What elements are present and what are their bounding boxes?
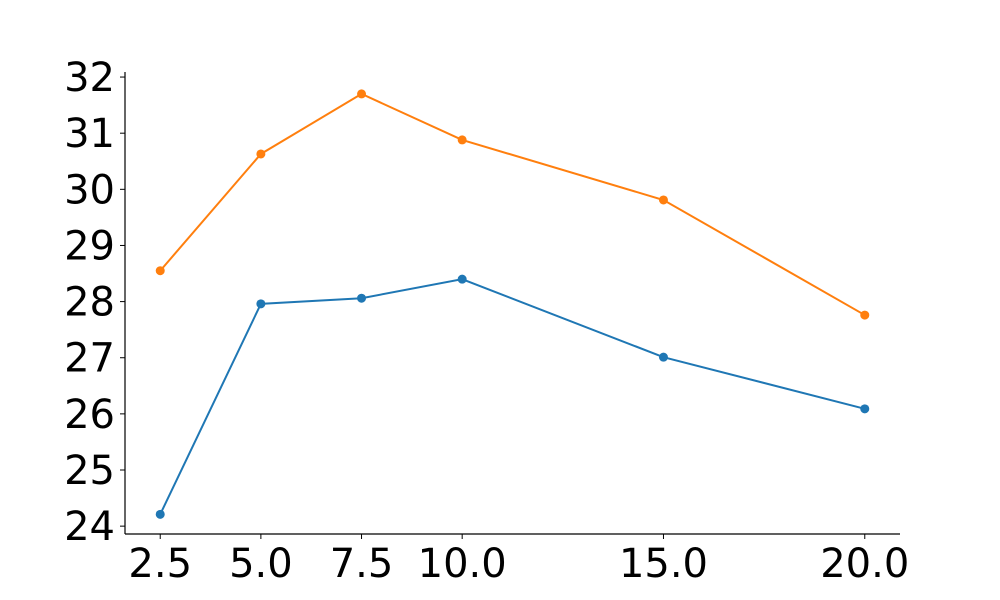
data-point <box>256 299 266 309</box>
x-tick-label: 10.0 <box>418 541 507 587</box>
y-tick-label: 26 <box>64 392 115 438</box>
y-tick-label: 31 <box>64 111 115 157</box>
data-point <box>256 149 266 159</box>
x-tick-label: 15.0 <box>619 541 708 587</box>
data-point <box>457 274 467 284</box>
data-point <box>457 135 467 145</box>
y-tick-label: 28 <box>64 280 115 326</box>
data-point <box>658 352 668 362</box>
data-point <box>155 266 165 276</box>
y-tick-label: 29 <box>64 223 115 269</box>
x-tick-label: 7.5 <box>330 541 394 587</box>
y-tick-label: 24 <box>64 504 115 550</box>
series-line <box>159 92 866 316</box>
x-tick-label: 20.0 <box>820 541 909 587</box>
data-point <box>658 195 668 205</box>
y-tick-label: 27 <box>64 336 115 382</box>
data-point <box>357 89 367 99</box>
data-point <box>357 293 367 303</box>
data-point <box>860 404 870 414</box>
series-line <box>159 278 866 515</box>
y-tick-label: 30 <box>64 167 115 213</box>
y-tick-label: 25 <box>64 448 115 494</box>
x-tick-label: 2.5 <box>128 541 192 587</box>
x-tick-label: 5.0 <box>229 541 293 587</box>
data-point <box>860 310 870 320</box>
data-point <box>155 509 165 519</box>
y-tick-label: 32 <box>64 55 115 101</box>
